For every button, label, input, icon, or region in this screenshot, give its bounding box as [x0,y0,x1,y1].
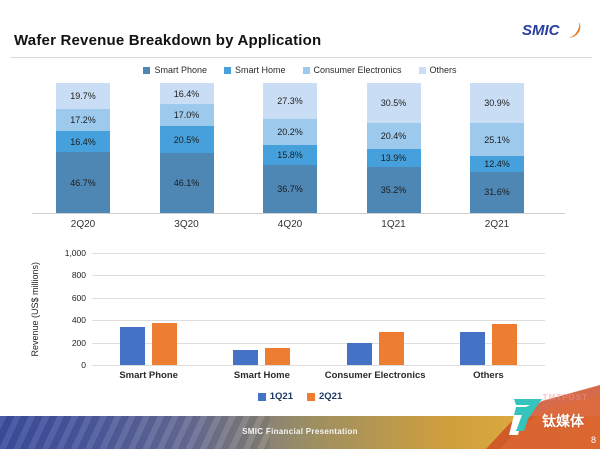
bar [233,349,259,365]
legend-label: Smart Home [234,65,286,75]
legend-swatch-icon [257,392,266,401]
y-tick-label: 0 [81,360,86,370]
stacked-bar-segment: 46.1% [159,153,214,213]
stacked-bar-segment: 17.0% [159,104,214,127]
bar [346,343,372,365]
stacked-bar-segment: 13.9% [366,149,421,168]
stacked-bar-segment: 20.4% [366,122,421,150]
stacked-bar-segment: 19.7% [56,83,110,109]
legend-swatch-icon [307,392,315,401]
category-label: Consumer Electronics [324,370,426,381]
category-label: Smart Home [233,370,290,381]
stacked-bar-segment: 17.2% [56,108,110,131]
stacked-bar-chart: 19.7% 17.2% 16.4% 46.7% 16.4% 17.0% 20.5% 46.1%… [32,83,565,214]
category-label: Others [473,370,504,381]
category-label: Smart Phone [119,370,178,381]
bar-group [432,323,545,365]
stacked-bar-segment: 16.4% [159,83,214,105]
legend-label: Consumer Electronics [313,65,402,75]
category-label: 1Q21 [381,219,406,230]
smic-logo-icon: SMIC [522,18,581,39]
legend-label: Smart Phone [154,65,207,75]
bar [265,348,291,365]
smic-logo: SMIC [520,14,584,44]
stacked-bar-segment: 31.6% [470,171,524,213]
stacked-bar-segment: 46.7% [56,152,110,213]
grouped-chart-categories: Smart Phone Smart Home Consumer Electronic… [92,370,545,381]
stacked-bar-segment: 36.7% [263,165,317,213]
page-title: Wafer Revenue Breakdown by Application [14,32,322,49]
legend-swatch-icon [223,66,231,74]
smic-logo-text: SMIC [522,22,561,39]
legend-item: Smart Phone [143,65,207,75]
category-label: 2Q20 [70,219,96,230]
stacked-bar-segment: 15.8% [263,144,317,166]
stacked-bar: 19.7% 17.2% 16.4% 46.7% [56,83,110,213]
stacked-bar-segment: 35.2% [366,167,421,213]
stacked-chart-legend: Smart Phone Smart Home Consumer Electronic… [0,65,600,75]
grouped-chart-legend: 1Q21 2Q21 [0,391,600,402]
legend-item: Smart Home [223,65,286,75]
bar [491,323,517,365]
category-label: 3Q20 [174,219,199,230]
y-tick-label: 600 [71,292,86,303]
stacked-bar-segment: 25.1% [470,123,524,156]
stacked-bar-segment: 20.5% [159,126,214,154]
legend-item: Consumer Electronics [302,65,402,75]
legend-item: Others [418,65,457,75]
stacked-bar-segment: 27.3% [263,83,317,119]
gridline [92,365,545,366]
legend-swatch-icon [418,66,426,74]
grouped-bar-chart [92,253,545,366]
legend-label: 1Q21 [269,391,293,402]
smic-logo-swoosh [568,18,581,38]
y-tick-label: 400 [71,315,86,326]
bar [459,331,485,365]
title-divider [10,57,592,58]
stacked-bar-segment: 30.9% [470,83,524,124]
bar-group [92,323,205,365]
stacked-bar: 16.4% 17.0% 20.5% 46.1% [159,83,214,213]
y-tick-label: 800 [71,270,86,281]
stacked-bar: 30.5% 20.4% 13.9% 35.2% [366,83,421,213]
stacked-bar: 27.3% 20.2% 15.8% 36.7% [263,83,317,213]
category-label: 4Q20 [277,219,303,230]
stacked-chart-categories: 2Q20 3Q20 4Q20 1Q21 2Q21 [32,219,565,230]
bar-groups [92,253,545,365]
bar [120,326,146,365]
footer-bar: SMIC Financial Presentation [0,416,600,449]
gridline [92,297,545,299]
legend-label: 2Q21 [319,391,343,402]
legend-item: 2Q21 [307,391,342,402]
stacked-bar-segment: 30.5% [366,83,421,123]
gridline [92,320,545,322]
stacked-bar-segment: 20.2% [263,118,317,145]
bar-group [319,331,432,365]
bar-group [205,348,318,365]
gridline [92,275,545,277]
bar [152,323,178,365]
stacked-bar-segment: 16.4% [56,130,110,153]
footer-text: SMIC Financial Presentation [242,427,358,436]
legend-label: Others [429,65,457,75]
category-label: 2Q21 [484,219,510,230]
gridline [92,253,545,254]
gridline [92,342,545,344]
stacked-bar-segment: 12.4% [470,155,524,172]
stacked-bar: 30.9% 25.1% 12.4% 31.6% [470,83,524,213]
legend-item: 1Q21 [257,391,293,402]
legend-swatch-icon [302,66,310,74]
y-tick-label: 1,000 [64,248,86,258]
y-tick-label: 200 [71,337,86,348]
bar [378,331,404,365]
y-axis-title: Revenue (US$ millions) [30,261,40,357]
legend-swatch-icon [143,66,151,74]
